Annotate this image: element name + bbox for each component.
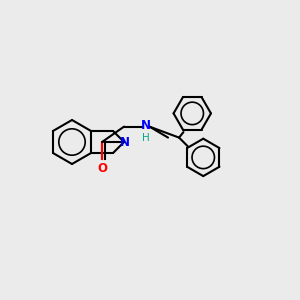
Text: H: H: [142, 133, 150, 143]
Text: N: N: [120, 136, 130, 148]
Text: O: O: [97, 163, 107, 176]
Text: N: N: [141, 119, 151, 132]
